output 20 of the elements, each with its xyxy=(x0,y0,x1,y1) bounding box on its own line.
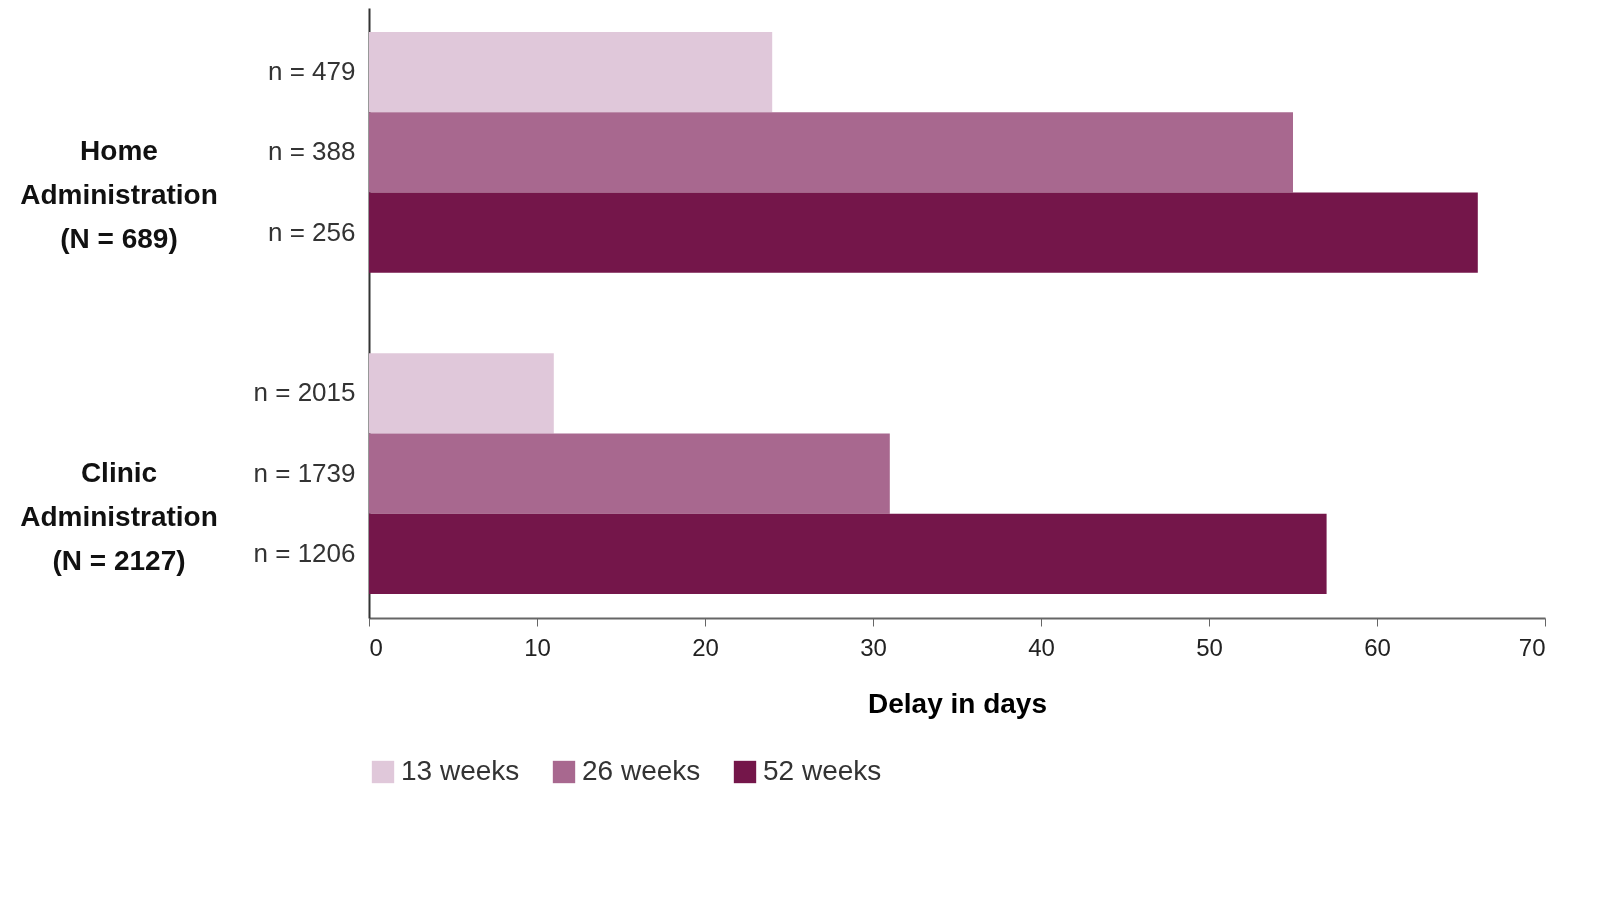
legend-label: 26 weeks xyxy=(582,755,701,786)
legend-label: 52 weeks xyxy=(763,755,882,786)
y-tick-label: n = 388 xyxy=(268,136,356,167)
x-tick-label: 10 xyxy=(524,633,551,661)
x-tick-label: 30 xyxy=(860,633,887,661)
x-tick-label: 20 xyxy=(692,633,719,661)
x-tick-label: 40 xyxy=(1028,633,1055,661)
y-tick-label: n = 2015 xyxy=(253,377,356,408)
y-tick-label: n = 479 xyxy=(268,56,356,87)
text: Clinic Administration (N = 2127) xyxy=(20,456,218,576)
x-tick-label: 0 xyxy=(369,633,383,661)
legend-label: 13 weeks xyxy=(401,755,520,786)
x-tick-label: 50 xyxy=(1196,633,1223,661)
text: Home Administration (N = 689) xyxy=(20,135,218,255)
x-axis-title: Delay in days xyxy=(868,687,1047,719)
y-tick-label: n = 256 xyxy=(268,216,356,247)
x-tick-label: 60 xyxy=(1364,633,1391,661)
y-tick-label: n = 1206 xyxy=(253,537,356,568)
y-tick-label: n = 1739 xyxy=(253,457,356,488)
x-tick-label: 70 xyxy=(1518,633,1546,661)
